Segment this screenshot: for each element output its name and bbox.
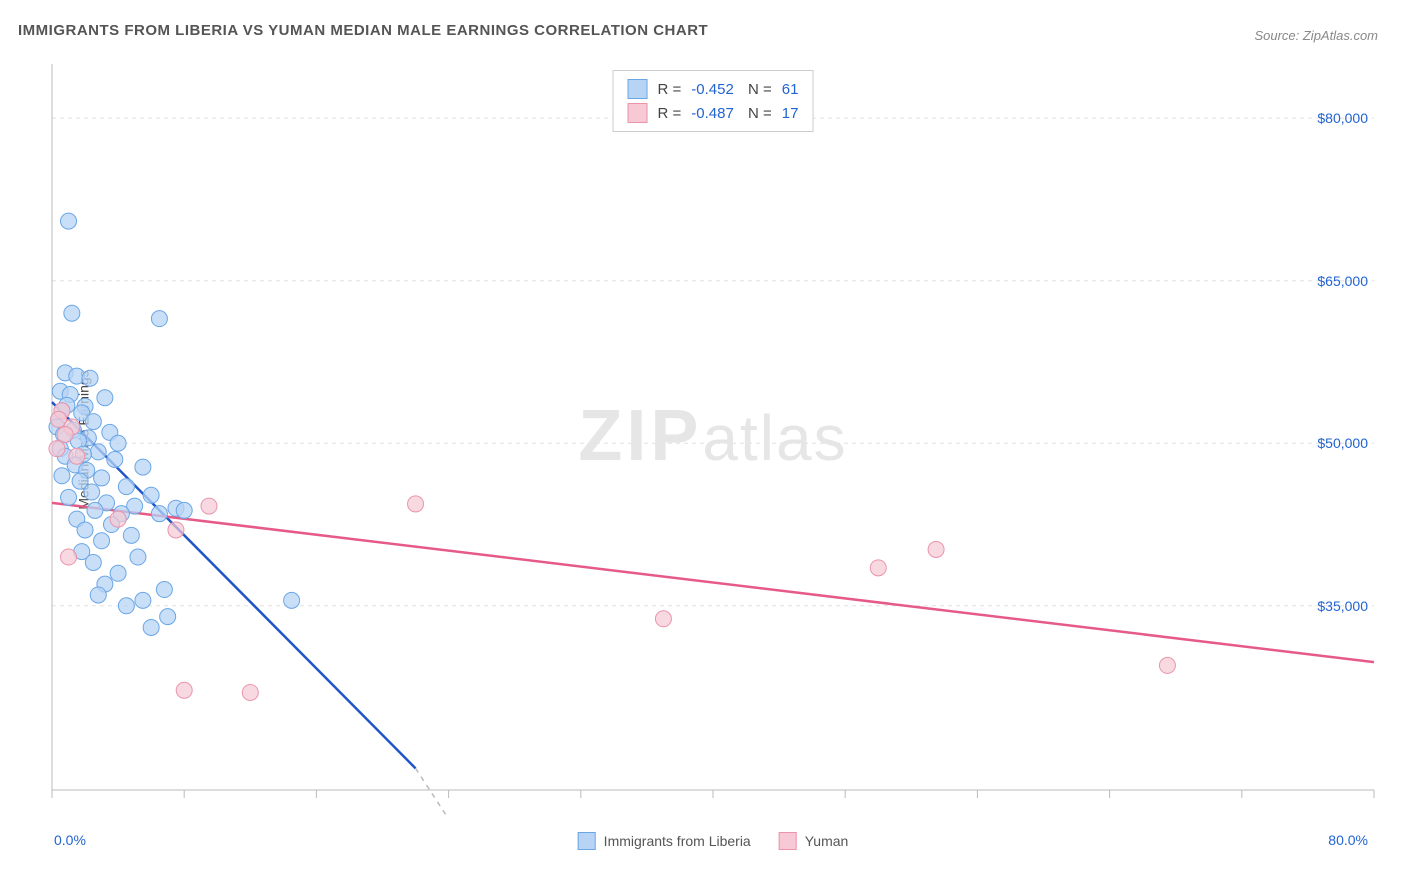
stats-swatch-series2 [628, 103, 648, 123]
x-max-label: 80.0% [1328, 832, 1368, 848]
legend-label-series1: Immigrants from Liberia [604, 833, 751, 849]
legend-label-series2: Yuman [805, 833, 849, 849]
chart-title: IMMIGRANTS FROM LIBERIA VS YUMAN MEDIAN … [18, 22, 708, 39]
scatter-plot [48, 60, 1378, 820]
y-tick-label: $50,000 [1317, 435, 1368, 451]
legend-item-series1: Immigrants from Liberia [578, 832, 751, 850]
legend-swatch-series2 [779, 832, 797, 850]
x-min-label: 0.0% [54, 832, 86, 848]
stats-legend-box: R =-0.452 N =61 R =-0.487 N =17 [613, 70, 814, 132]
bottom-legend: Immigrants from Liberia Yuman [578, 832, 849, 850]
legend-swatch-series1 [578, 832, 596, 850]
legend-item-series2: Yuman [779, 832, 849, 850]
source-label: Source: ZipAtlas.com [1254, 28, 1378, 43]
stats-swatch-series1 [628, 79, 648, 99]
stats-row-series2: R =-0.487 N =17 [628, 101, 799, 125]
y-tick-label: $35,000 [1317, 598, 1368, 614]
stats-row-series1: R =-0.452 N =61 [628, 77, 799, 101]
y-tick-label: $80,000 [1317, 110, 1368, 126]
chart-area: Median Male Earnings ZIPatlas R =-0.452 … [48, 60, 1378, 820]
y-tick-label: $65,000 [1317, 273, 1368, 289]
